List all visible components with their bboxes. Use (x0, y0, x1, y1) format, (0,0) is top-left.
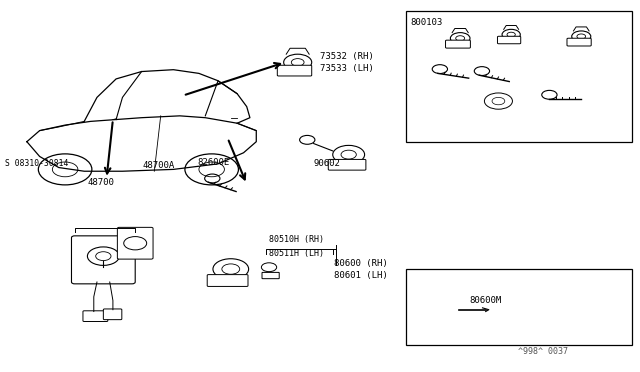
Text: 800103: 800103 (410, 18, 443, 27)
Text: 80511H (LH): 80511H (LH) (269, 249, 324, 258)
FancyBboxPatch shape (207, 275, 248, 286)
FancyBboxPatch shape (72, 236, 135, 284)
Text: 48700: 48700 (88, 178, 115, 187)
Text: 80601 (LH): 80601 (LH) (334, 271, 388, 280)
FancyBboxPatch shape (83, 311, 108, 321)
FancyBboxPatch shape (328, 160, 366, 170)
Text: 48700A: 48700A (143, 161, 175, 170)
FancyBboxPatch shape (567, 38, 591, 46)
Text: 80600M: 80600M (470, 296, 502, 305)
Text: 73532 (RH): 73532 (RH) (320, 52, 374, 61)
Bar (406, 11, 632, 142)
FancyBboxPatch shape (117, 227, 153, 259)
FancyBboxPatch shape (277, 65, 312, 76)
Text: 90602: 90602 (314, 159, 340, 169)
FancyBboxPatch shape (262, 272, 279, 279)
Text: 82600E: 82600E (197, 157, 229, 167)
FancyBboxPatch shape (445, 40, 470, 48)
Text: 73533 (LH): 73533 (LH) (320, 64, 374, 73)
FancyBboxPatch shape (497, 36, 521, 44)
Text: ^998^ 0037: ^998^ 0037 (518, 347, 568, 356)
FancyBboxPatch shape (430, 313, 458, 321)
Text: 80510H (RH): 80510H (RH) (269, 235, 324, 244)
Bar (406, 269, 632, 345)
Text: 80600 (RH): 80600 (RH) (334, 259, 388, 268)
FancyBboxPatch shape (103, 309, 122, 320)
Text: S 08310-30814: S 08310-30814 (4, 159, 68, 169)
